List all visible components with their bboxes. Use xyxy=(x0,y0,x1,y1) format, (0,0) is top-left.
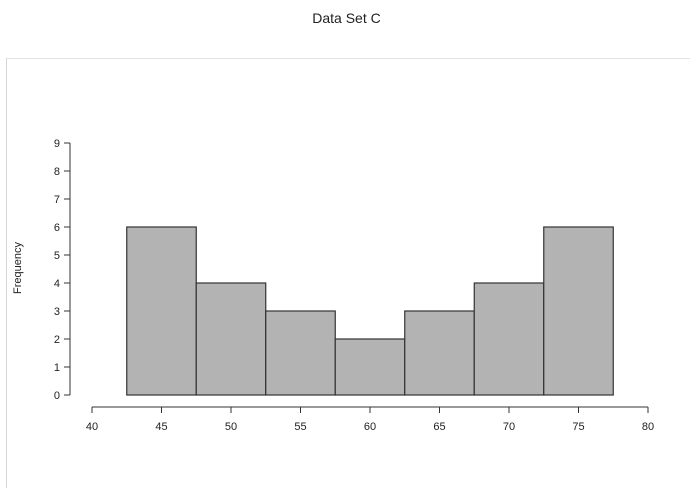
x-axis: 40 45 50 55 60 65 70 75 80 xyxy=(86,406,654,433)
x-tick-label-80: 80 xyxy=(642,421,654,433)
y-axis: 0 1 2 3 4 5 6 7 8 9 xyxy=(54,138,71,402)
x-tick-label-65: 65 xyxy=(433,421,445,433)
y-tick-label-8: 8 xyxy=(54,166,60,178)
histogram-bar-2 xyxy=(265,310,336,396)
x-tick-label-75: 75 xyxy=(572,421,584,433)
chart-panel xyxy=(6,58,690,488)
histogram-bar-6 xyxy=(543,226,614,396)
y-tick-label-3: 3 xyxy=(54,306,60,318)
y-tick-label-0: 0 xyxy=(54,390,60,402)
y-tick-label-9: 9 xyxy=(54,138,60,150)
histogram-bar-5 xyxy=(473,282,545,396)
histogram-bar-1 xyxy=(195,282,267,396)
y-axis-label: Frequency xyxy=(12,242,24,294)
y-tick-label-5: 5 xyxy=(54,250,60,262)
histogram-bar-4 xyxy=(404,310,475,396)
x-tick-label-70: 70 xyxy=(503,421,515,433)
chart-title: Data Set C xyxy=(312,10,381,26)
histogram-bar-3 xyxy=(334,338,406,396)
histogram-bar-0 xyxy=(126,226,197,396)
y-tick-label-4: 4 xyxy=(54,278,60,290)
x-tick-label-55: 55 xyxy=(294,421,306,433)
x-tick-label-45: 45 xyxy=(155,421,167,433)
y-tick-label-1: 1 xyxy=(54,362,60,374)
y-tick-label-7: 7 xyxy=(54,194,60,206)
y-tick-label-6: 6 xyxy=(54,222,60,234)
bars-group xyxy=(126,226,614,396)
x-tick-label-60: 60 xyxy=(364,421,376,433)
y-tick-label-2: 2 xyxy=(54,334,60,346)
x-tick-label-50: 50 xyxy=(225,421,237,433)
x-tick-label-40: 40 xyxy=(86,421,98,433)
